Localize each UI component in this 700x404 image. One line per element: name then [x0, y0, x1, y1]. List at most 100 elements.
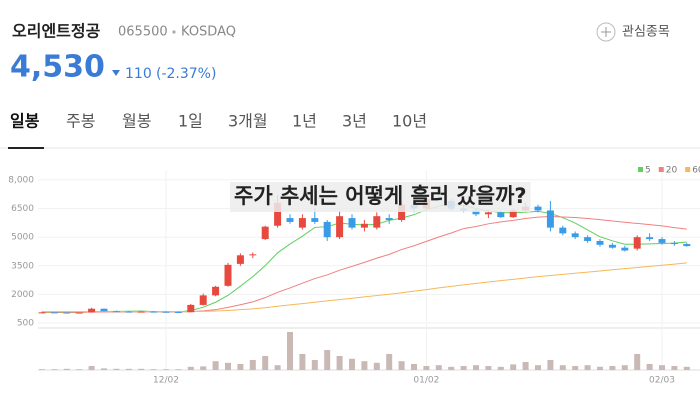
chart: 500 2000 3500 5000 6500 8,000 12/02 01/02 02/03 5…	[8, 166, 700, 386]
volume-bar	[572, 366, 579, 370]
candle-body	[546, 210, 554, 228]
candle-body	[621, 247, 629, 251]
candle-body	[63, 312, 71, 314]
volume-bar	[485, 366, 492, 370]
y-tick-label: 2000	[11, 290, 34, 300]
y-tick-label: 8,000	[8, 175, 34, 185]
candle-body	[683, 244, 691, 247]
candle-body	[137, 311, 145, 313]
volume-bar	[237, 364, 244, 370]
watch-label[interactable]: 관심종목	[622, 25, 670, 40]
volume-bar	[249, 360, 256, 370]
candle-body	[658, 239, 666, 243]
volume-bar	[88, 366, 95, 370]
volume-bar	[101, 368, 107, 370]
volume-bar	[547, 360, 554, 370]
price: 4,530	[10, 50, 105, 85]
down-arrow	[112, 70, 120, 76]
volume-bar	[299, 354, 306, 370]
candle-body	[236, 255, 244, 264]
candle-body	[373, 216, 381, 228]
volume-bar	[349, 358, 355, 370]
candle-body	[633, 237, 641, 249]
candle-body	[311, 218, 319, 222]
volume-bar	[274, 365, 281, 370]
candle-body	[472, 210, 480, 215]
volume-bar	[584, 365, 591, 370]
volume-bar	[497, 366, 504, 370]
separator-dot	[172, 30, 176, 34]
tab[interactable]: 3개월	[228, 112, 268, 131]
stock-name: 오리엔트정공	[12, 22, 101, 41]
legend-label: 20	[666, 166, 678, 176]
x-tick-label: 01/02	[413, 376, 439, 386]
candle-body	[298, 218, 306, 228]
volume-bar	[621, 365, 628, 370]
candle-body	[249, 254, 257, 256]
legend-swatch	[638, 167, 643, 172]
candle-body	[199, 295, 207, 305]
candle-body	[125, 311, 133, 313]
candle-body	[484, 212, 492, 215]
volume-bar	[659, 365, 665, 370]
plus-sign	[601, 27, 611, 37]
legend-swatch	[658, 167, 664, 172]
volume-bar	[473, 365, 479, 370]
candle-body	[88, 308, 96, 313]
volume-bar	[212, 361, 219, 370]
change-pct: (-2.37%)	[156, 66, 216, 82]
volume-bar	[200, 366, 207, 370]
tabs: 일봉 주봉 월봉 1일 3개월 1년 3년 10년	[10, 112, 427, 131]
candle-body	[50, 312, 58, 314]
volume-bar	[262, 356, 269, 370]
tab[interactable]: 주봉	[66, 112, 95, 131]
volume-bar	[411, 364, 417, 370]
stock-code: 065500	[118, 25, 168, 40]
volume-bar	[398, 361, 405, 370]
volume-bar	[150, 369, 157, 370]
y-tick-label: 500	[17, 319, 34, 329]
candle-body	[497, 212, 505, 218]
volume-bar	[510, 364, 517, 370]
volume-bar	[311, 360, 318, 370]
volume-bar	[225, 362, 231, 370]
volume-bar	[63, 368, 70, 370]
volume-bar	[76, 369, 83, 370]
candle-body	[584, 237, 592, 241]
tab[interactable]: 1일	[178, 112, 203, 131]
candle-body	[336, 216, 344, 238]
volume-bar	[448, 366, 455, 370]
candle-body	[187, 304, 195, 313]
candle-body	[571, 233, 579, 238]
x-tick-label: 02/03	[649, 376, 675, 386]
legend-label: 60	[692, 166, 700, 176]
legend-label: 5	[645, 166, 651, 176]
volume-bar	[138, 368, 145, 370]
tab[interactable]: 일봉	[10, 112, 40, 131]
candle-body	[286, 218, 294, 222]
volume-bar	[125, 368, 132, 370]
tab[interactable]: 1년	[292, 112, 317, 131]
candle-body	[385, 218, 393, 220]
volume-bar	[39, 369, 45, 370]
candle-body	[398, 204, 406, 220]
candle-body	[38, 312, 46, 314]
tab[interactable]: 10년	[392, 112, 427, 131]
watch-button[interactable]: 관심종목	[596, 22, 670, 42]
volume-bar	[163, 369, 169, 370]
candle-body	[261, 226, 269, 240]
change: 110	[125, 66, 152, 82]
candle-body	[646, 237, 654, 240]
volume-bar	[522, 362, 529, 370]
tab[interactable]: 월봉	[122, 112, 151, 131]
volume-bar	[373, 362, 380, 370]
candle-body	[100, 308, 108, 312]
volume-bar	[597, 366, 603, 370]
candle-body	[559, 227, 567, 234]
tab[interactable]: 3년	[342, 112, 367, 131]
candle-body	[150, 311, 158, 313]
volume-bar	[671, 366, 678, 370]
plus-icon	[596, 22, 616, 42]
